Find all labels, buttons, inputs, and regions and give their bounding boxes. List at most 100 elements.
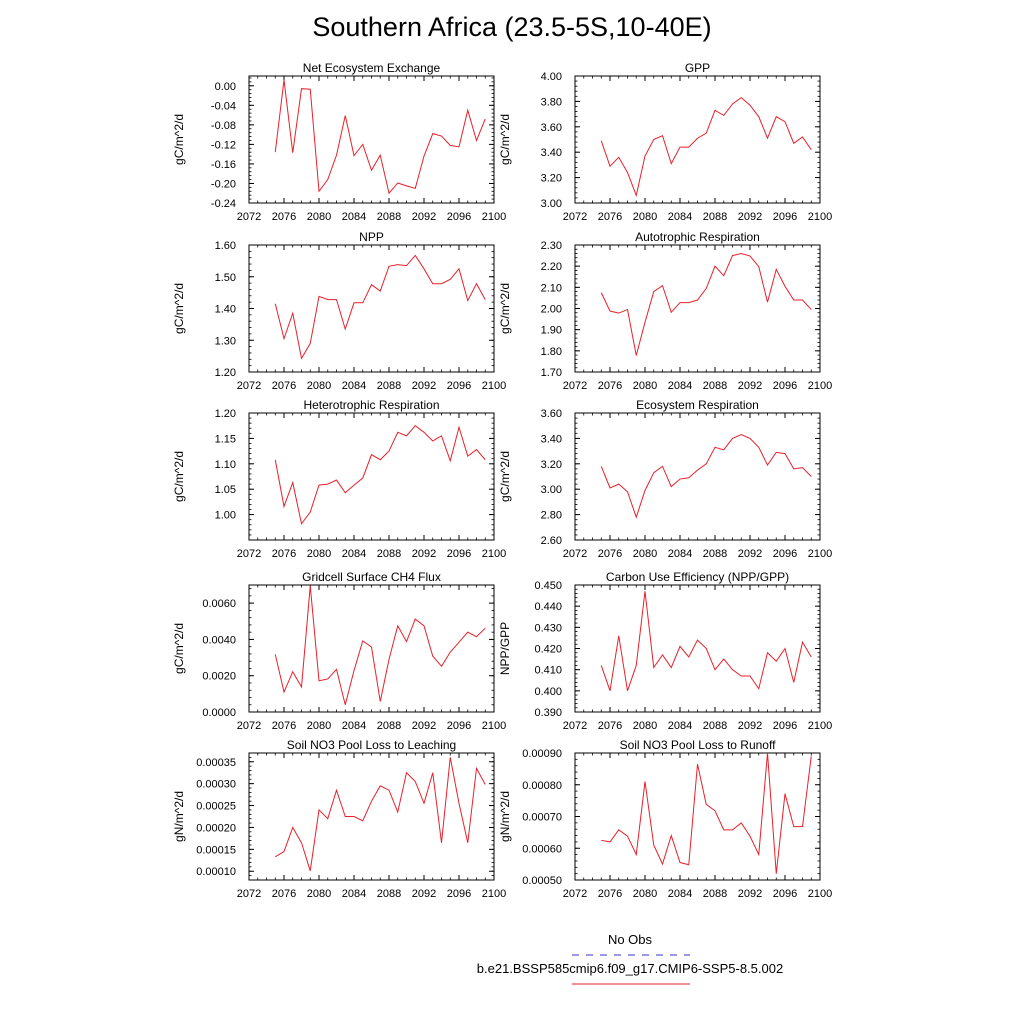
- x-tick-label: 2088: [703, 888, 727, 900]
- x-tick-label: 2072: [237, 888, 261, 900]
- y-tick-label: -0.16: [211, 159, 236, 171]
- x-tick-label: 2092: [738, 548, 762, 560]
- chart-title: Soil NO3 Pool Loss to Runoff: [620, 738, 777, 752]
- x-tick-label: 2100: [482, 211, 506, 223]
- y-tick-label: 0.450: [534, 580, 562, 592]
- y-tick-label: 0.00025: [196, 801, 236, 813]
- y-axis-label: gC/m^2/d: [498, 283, 512, 334]
- y-tick-label: 0.00010: [196, 866, 236, 878]
- y-tick-label: 1.60: [215, 240, 236, 252]
- x-tick-label: 2084: [668, 720, 692, 732]
- x-tick-label: 2076: [272, 548, 296, 560]
- data-line: [274, 757, 486, 871]
- x-tick-label: 2076: [272, 720, 296, 732]
- chart-title: Soil NO3 Pool Loss to Leaching: [287, 738, 456, 752]
- y-tick-label: 0.0040: [202, 634, 236, 646]
- y-tick-label: 3.40: [541, 433, 562, 445]
- chart-panel-2: 2072 2076 2080 2084 2088 2092 2096 2100 1.20 1.30…: [172, 230, 506, 392]
- y-tick-label: 0.00060: [522, 843, 562, 855]
- plot-frame: [574, 244, 821, 373]
- y-tick-label: 1.30: [215, 335, 236, 347]
- x-tick-label: 2088: [377, 211, 401, 223]
- y-tick-label: 1.05: [215, 484, 236, 496]
- y-axis-label: gC/m^2/d: [172, 623, 186, 674]
- y-axis-label: NPP/GPP: [498, 622, 512, 675]
- y-axis-label: gC/m^2/d: [172, 114, 186, 165]
- chart-panel-8: 2072 2076 2080 2084 2088 2092 2096 2100 0.00010 0…: [172, 738, 506, 900]
- y-axis-label: gC/m^2/d: [172, 283, 186, 334]
- x-tick-label: 2076: [598, 211, 622, 223]
- x-tick-label: 2096: [773, 720, 797, 732]
- y-tick-label: 0.0020: [202, 671, 236, 683]
- y-tick-label: 0.430: [534, 622, 562, 634]
- y-tick-label: 0.00080: [522, 780, 562, 792]
- x-tick-label: 2076: [598, 720, 622, 732]
- x-tick-label: 2092: [412, 720, 436, 732]
- x-tick-label: 2080: [633, 211, 657, 223]
- data-line: [601, 752, 812, 874]
- x-tick-label: 2072: [563, 380, 587, 392]
- x-tick-label: 2096: [773, 211, 797, 223]
- y-tick-label: 2.20: [541, 261, 562, 273]
- chart-title: Ecosystem Respiration: [636, 398, 759, 412]
- x-tick-label: 2100: [482, 548, 506, 560]
- x-tick-label: 2088: [377, 380, 401, 392]
- x-tick-label: 2080: [307, 380, 331, 392]
- chart-panel-9: 2072 2076 2080 2084 2088 2092 2096 2100 0.00050 0…: [498, 738, 832, 900]
- y-axis-label: gC/m^2/d: [172, 451, 186, 502]
- x-tick-label: 2076: [272, 380, 296, 392]
- y-tick-label: 0.00070: [522, 812, 562, 824]
- x-tick-label: 2100: [482, 720, 506, 732]
- x-tick-label: 2076: [272, 211, 296, 223]
- y-tick-label: 0.0060: [202, 598, 236, 610]
- chart-title: NPP: [359, 230, 384, 244]
- y-tick-label: 3.60: [541, 122, 562, 134]
- x-tick-label: 2092: [412, 548, 436, 560]
- x-tick-label: 2096: [447, 720, 471, 732]
- plot-frame: [574, 584, 821, 713]
- y-tick-label: 3.00: [541, 198, 562, 210]
- x-tick-label: 2076: [598, 548, 622, 560]
- x-tick-label: 2084: [342, 211, 366, 223]
- x-tick-label: 2096: [447, 211, 471, 223]
- x-tick-label: 2084: [342, 888, 366, 900]
- y-tick-label: 1.40: [215, 304, 236, 316]
- x-tick-label: 2088: [377, 720, 401, 732]
- y-tick-label: 1.70: [541, 367, 562, 379]
- data-line: [274, 79, 486, 195]
- y-tick-label: -0.08: [211, 120, 236, 132]
- y-tick-label: 1.80: [541, 346, 562, 358]
- plot-frame: [248, 752, 495, 881]
- y-tick-label: 0.0000: [202, 707, 236, 719]
- x-tick-label: 2072: [563, 548, 587, 560]
- x-tick-label: 2076: [272, 888, 296, 900]
- y-tick-label: 3.60: [541, 408, 562, 420]
- chart-title: Carbon Use Efficiency (NPP/GPP): [606, 570, 789, 584]
- x-tick-label: 2072: [237, 211, 261, 223]
- x-tick-label: 2096: [773, 888, 797, 900]
- x-tick-label: 2080: [307, 888, 331, 900]
- x-tick-label: 2088: [703, 548, 727, 560]
- chart-panel-0: 2072 2076 2080 2084 2088 2092 2096 2100 -0.24 -0.…: [172, 61, 506, 223]
- x-tick-label: 2072: [563, 888, 587, 900]
- x-tick-label: 2096: [447, 548, 471, 560]
- chart-title: Autotrophic Respiration: [635, 230, 760, 244]
- x-tick-label: 2072: [237, 548, 261, 560]
- data-line: [600, 252, 812, 356]
- plot-frame: [574, 752, 821, 881]
- x-tick-label: 2100: [808, 720, 832, 732]
- y-tick-label: -0.20: [211, 178, 236, 190]
- y-tick-label: 2.00: [541, 304, 562, 316]
- y-axis-label: gC/m^2/d: [498, 114, 512, 165]
- y-tick-label: 1.50: [215, 272, 236, 284]
- x-tick-label: 2080: [307, 211, 331, 223]
- x-tick-label: 2100: [808, 548, 832, 560]
- x-tick-label: 2100: [482, 888, 506, 900]
- chart-panel-6: 2072 2076 2080 2084 2088 2092 2096 2100 0.0000 0.…: [172, 570, 506, 732]
- x-tick-label: 2072: [563, 720, 587, 732]
- y-axis-label: gN/m^2/d: [172, 791, 186, 842]
- y-tick-label: 3.20: [541, 173, 562, 185]
- y-tick-label: 0.00030: [196, 779, 236, 791]
- data-line: [600, 591, 812, 691]
- x-tick-label: 2088: [377, 548, 401, 560]
